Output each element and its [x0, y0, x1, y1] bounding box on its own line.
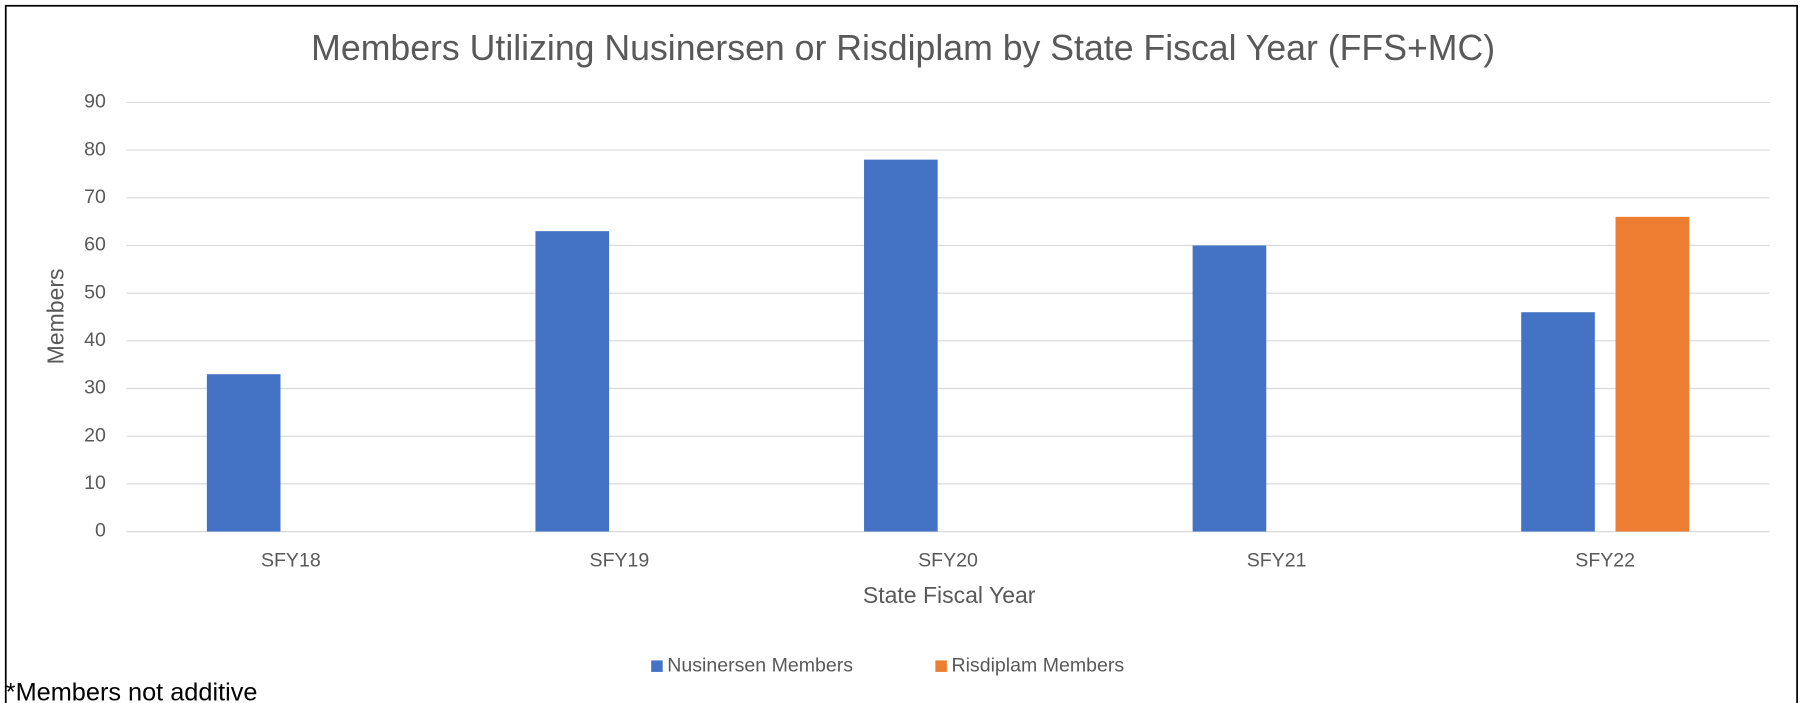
y-tick-label: 50 — [84, 281, 106, 303]
y-tick-label: 20 — [84, 424, 106, 446]
y-tick-label: 40 — [84, 329, 106, 351]
y-tick-label: 10 — [84, 472, 106, 494]
bar — [1192, 245, 1267, 532]
legend-label: Risdiplam Members — [951, 654, 1124, 676]
y-tick-label: 90 — [84, 91, 106, 113]
x-tick-label: SFY22 — [1575, 550, 1635, 572]
bar — [1521, 312, 1595, 532]
bar — [1615, 216, 1690, 532]
chart-title: Members Utilizing Nusinersen or Risdipla… — [311, 28, 1495, 68]
bar — [206, 374, 281, 532]
bar — [864, 159, 938, 532]
chart-border — [4, 4, 1798, 703]
y-tick-label: 80 — [84, 138, 106, 160]
x-tick-label: SFY18 — [261, 550, 321, 572]
y-tick-label: 0 — [95, 520, 106, 542]
y-tick-label: 60 — [84, 234, 106, 256]
x-tick-label: SFY21 — [1247, 550, 1307, 572]
x-tick-label: SFY20 — [918, 550, 978, 572]
y-tick-label: 30 — [84, 377, 106, 399]
x-tick-label: SFY19 — [590, 550, 650, 572]
y-tick-label: 70 — [84, 186, 106, 208]
legend-label: Nusinersen Members — [667, 654, 853, 676]
bar — [535, 231, 610, 532]
y-axis-title: Members — [43, 268, 69, 364]
footnote: *Members not additive — [6, 678, 258, 703]
x-axis-title: State Fiscal Year — [863, 582, 1036, 608]
legend-swatch — [935, 660, 947, 672]
legend-swatch — [651, 660, 663, 672]
